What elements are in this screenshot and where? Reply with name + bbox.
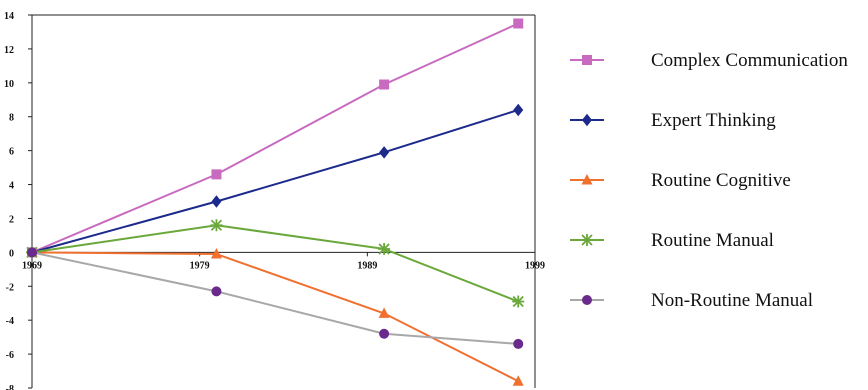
legend-label: Expert Thinking	[651, 110, 776, 131]
series-lines	[31, 22, 519, 383]
legend-item-complex-communication: Complex Communication	[570, 50, 848, 71]
data-point-expert-thinking	[513, 103, 524, 117]
legend-marker	[582, 113, 592, 127]
data-point-routine-cognitive	[378, 307, 390, 318]
y-tick-label: 10	[4, 79, 14, 90]
data-point-complex-communication	[513, 18, 524, 29]
series-markers	[26, 18, 525, 386]
legend-item-expert-thinking: Expert Thinking	[570, 110, 776, 131]
data-point-routine-manual	[210, 219, 223, 232]
y-tick-label: -2	[6, 282, 14, 293]
data-point-routine-manual	[512, 295, 525, 308]
data-point-non-routine-manual	[27, 247, 37, 258]
series-line-non-routine-manual	[31, 251, 519, 345]
legend-item-non-routine-manual: Non-Routine Manual	[570, 290, 813, 311]
data-point-complex-communication	[379, 79, 390, 90]
legend-marker	[581, 174, 593, 185]
x-tick-label: 1999	[525, 260, 545, 271]
legend-marker	[582, 55, 592, 65]
y-tick-label: 2	[9, 214, 14, 225]
chart-axes: 14 12 10 8 6 4 2 0 -2 -4 -6 -8 1969 1979 1989 1999	[4, 11, 545, 390]
y-tick-label: 4	[9, 181, 14, 192]
data-point-non-routine-manual	[379, 328, 390, 339]
legend-label: Non-Routine Manual	[651, 290, 813, 311]
data-point-expert-thinking	[379, 146, 390, 159]
data-point-expert-thinking	[211, 195, 222, 208]
legend-label: Complex Communication	[651, 50, 848, 71]
x-tick-label: 1969	[22, 260, 42, 271]
data-point-non-routine-manual	[513, 338, 524, 349]
y-tick-label: 6	[9, 147, 14, 158]
series-line-routine-manual	[31, 224, 519, 303]
legend-marker	[581, 234, 593, 246]
y-tick-label: -6	[6, 350, 14, 361]
y-tick-label: 8	[9, 113, 14, 124]
y-tick-label: -8	[6, 384, 14, 390]
legend-marker	[582, 295, 592, 305]
legend-item-routine-manual: Routine Manual	[570, 230, 774, 251]
series-line-complex-communication	[31, 22, 519, 254]
data-point-routine-cognitive	[512, 375, 524, 386]
x-tick-label: 1979	[190, 260, 210, 271]
series-line-routine-cognitive	[31, 251, 519, 383]
data-point-complex-communication	[211, 169, 222, 180]
y-tick-label: 0	[9, 248, 14, 259]
data-point-routine-cognitive	[210, 248, 222, 259]
y-tick-label: 14	[4, 11, 14, 22]
legend: Complex Communication Expert Thinking Rout…	[570, 50, 848, 311]
legend-label: Routine Manual	[651, 230, 774, 251]
legend-item-routine-cognitive: Routine Cognitive	[570, 170, 791, 191]
data-point-routine-manual	[378, 242, 391, 255]
data-point-non-routine-manual	[211, 286, 222, 297]
x-tick-label: 1989	[357, 260, 377, 271]
y-tick-label: -4	[6, 316, 14, 327]
legend-label: Routine Cognitive	[651, 170, 791, 191]
y-tick-label: 12	[4, 45, 14, 56]
series-line-expert-thinking	[31, 108, 519, 254]
